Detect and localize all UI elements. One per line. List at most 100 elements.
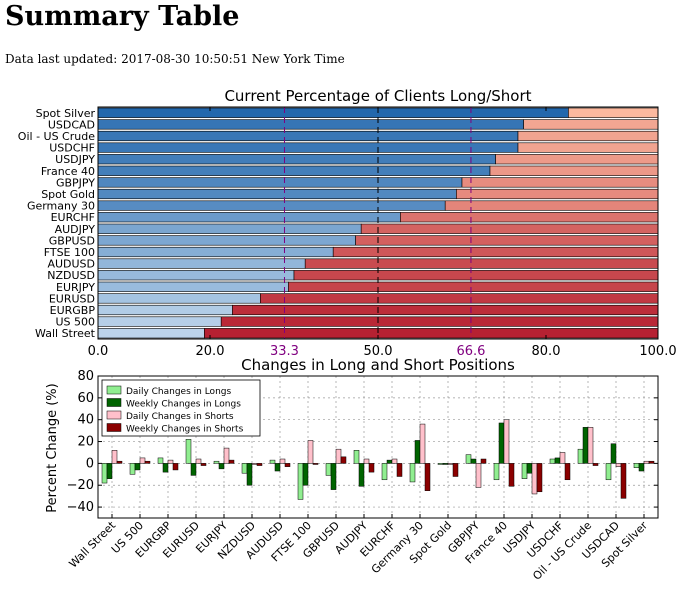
long-bar — [97, 200, 446, 211]
weekly-longs-bar — [610, 443, 617, 464]
long-bar — [97, 281, 289, 292]
category-label: US 500 — [55, 316, 95, 329]
category-label: Spot Gold — [41, 188, 95, 201]
weekly-longs-bar — [246, 463, 253, 486]
daily-longs-bar — [297, 463, 304, 500]
x-tick-label: 50.0 — [364, 344, 393, 359]
legend-label: Weekly Changes in Shorts — [126, 425, 244, 435]
weekly-longs-bar — [442, 463, 449, 465]
daily-longs-bar — [493, 463, 500, 481]
long-bar — [97, 130, 519, 142]
short-bar — [568, 107, 659, 118]
daily-longs-bar — [353, 450, 360, 464]
weekly-shorts-bar — [172, 463, 179, 471]
short-bar — [517, 142, 659, 153]
daily-shorts-bar — [111, 450, 118, 464]
daily-longs-bar — [269, 459, 276, 464]
daily-shorts-bar — [615, 463, 622, 467]
legend-swatch — [106, 410, 122, 420]
short-bar — [288, 281, 659, 292]
short-bar — [360, 223, 659, 234]
category-label: NZDUSD — [47, 269, 95, 282]
weekly-longs-bar — [358, 463, 365, 487]
daily-longs-bar — [409, 463, 416, 483]
daily-shorts-bar — [419, 423, 426, 464]
long-bar — [97, 188, 457, 200]
short-bar — [495, 154, 659, 165]
daily-shorts-bar — [307, 440, 314, 464]
y-tick-label: 80 — [77, 369, 94, 384]
category-label: France 40 — [41, 165, 95, 178]
long-bar — [97, 107, 569, 118]
daily-shorts-bar — [587, 427, 594, 464]
x-tick-label: 20.0 — [196, 344, 225, 359]
weekly-shorts-bar — [480, 458, 487, 464]
category-label: GBPUSD — [49, 234, 95, 247]
category-label: FTSE 100 — [44, 246, 95, 259]
daily-longs-bar — [605, 463, 612, 481]
legend-box — [101, 379, 261, 437]
category-label: GBPJPY — [56, 176, 95, 189]
weekly-longs-bar — [218, 463, 225, 470]
reference-line-label: 66.6 — [456, 344, 485, 359]
y-tick-label: −40 — [67, 500, 94, 515]
daily-shorts-bar — [559, 452, 566, 464]
last-updated-text: Data last updated: 2017-08-30 10:50:51 N… — [5, 52, 345, 66]
weekly-shorts-bar — [284, 463, 291, 467]
x-tick-label: 80.0 — [532, 344, 561, 359]
category-label: AUDJPY — [55, 223, 96, 236]
short-bar — [232, 304, 659, 316]
weekly-shorts-bar — [312, 463, 319, 465]
daily-longs-bar — [185, 439, 192, 464]
weekly-shorts-bar — [228, 459, 235, 464]
weekly-shorts-bar — [452, 463, 459, 477]
changes-chart-ylabel: Percent Change (%) — [45, 383, 60, 512]
daily-shorts-bar — [335, 448, 342, 464]
long-bar — [97, 154, 496, 165]
daily-longs-bar — [241, 463, 248, 474]
weekly-shorts-bar — [368, 463, 375, 473]
weekly-longs-bar — [302, 463, 309, 486]
category-label: EURCHF — [51, 211, 95, 224]
short-bar — [204, 328, 659, 339]
short-bar — [489, 165, 659, 176]
daily-longs-bar — [633, 463, 640, 469]
weekly-longs-bar — [106, 463, 113, 479]
long-bar — [97, 165, 491, 176]
daily-shorts-bar — [391, 458, 398, 464]
long-bar — [97, 304, 233, 316]
legend-label: Weekly Changes in Longs — [126, 400, 241, 410]
short-bar — [456, 188, 659, 200]
legend-swatch — [106, 398, 122, 407]
category-label: EURUSD — [49, 292, 95, 305]
long-bar — [97, 177, 463, 188]
short-bar — [293, 270, 659, 281]
plot-frame — [97, 375, 659, 519]
weekly-shorts-bar — [340, 456, 347, 464]
legend-label: Daily Changes in Longs — [126, 387, 231, 397]
category-label: Oil - US Crude — [18, 130, 95, 143]
daily-shorts-bar — [643, 460, 650, 464]
long-bar — [97, 246, 334, 258]
category-label: EURGBP — [50, 304, 96, 317]
category-label: EURJPY — [56, 281, 95, 294]
y-tick-label: 40 — [77, 413, 94, 428]
page-title: Summary Table — [5, 1, 240, 32]
daily-shorts-bar — [503, 419, 510, 464]
category-label: USDCHF — [49, 142, 95, 155]
weekly-longs-bar — [386, 459, 393, 464]
daily-shorts-bar — [139, 457, 146, 464]
category-label: USDCAD — [48, 118, 95, 131]
long-bar — [97, 316, 222, 327]
weekly-longs-bar — [554, 457, 561, 464]
short-bar — [517, 130, 659, 142]
short-bar — [260, 293, 659, 304]
weekly-longs-bar — [330, 463, 337, 490]
weekly-longs-bar — [274, 463, 281, 472]
long-bar — [97, 142, 519, 153]
daily-shorts-bar — [447, 463, 454, 465]
long-bar — [97, 258, 306, 269]
daily-shorts-bar — [167, 459, 174, 464]
